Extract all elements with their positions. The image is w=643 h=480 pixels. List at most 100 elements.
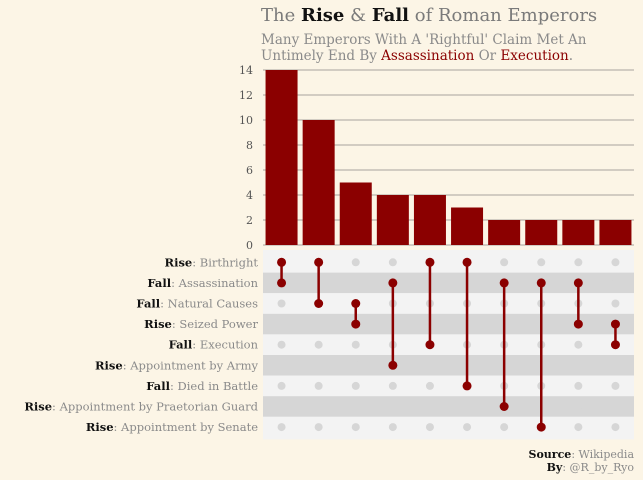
dot-inactive <box>611 423 620 432</box>
set-label: Rise: Appointment by Army <box>95 358 259 372</box>
y-tick-label: 2 <box>246 214 253 227</box>
bar <box>376 195 409 245</box>
dot-inactive <box>314 361 323 370</box>
dot-inactive <box>574 340 583 349</box>
dot-active <box>277 257 287 267</box>
dot-inactive <box>351 278 360 287</box>
y-tick-label: 8 <box>246 139 253 152</box>
set-name: : Natural Causes <box>160 297 258 311</box>
dot-inactive <box>463 402 472 411</box>
dot-inactive <box>537 258 546 267</box>
dot-inactive <box>574 423 583 432</box>
dot-active <box>462 257 472 267</box>
dot-inactive <box>611 402 620 411</box>
set-name: : Execution <box>192 338 258 352</box>
set-label: Rise: Seized Power <box>144 317 258 331</box>
set-name: : Died in Battle <box>170 379 258 393</box>
dot-inactive <box>314 340 323 349</box>
dot-inactive <box>314 402 323 411</box>
set-kind: Rise <box>165 255 193 269</box>
assassination-highlight: Assassination <box>381 48 475 64</box>
set-kind: Fall <box>147 276 171 290</box>
dot-inactive <box>314 423 323 432</box>
set-name: : Appointment by Army <box>123 358 259 372</box>
dot-active <box>610 319 620 329</box>
chart-title: The Rise & Fall of Roman Emperors <box>261 5 598 26</box>
set-name: : Birthright <box>192 255 258 269</box>
dot-inactive <box>611 381 620 390</box>
dot-inactive <box>500 423 509 432</box>
y-tick-label: 12 <box>239 89 253 102</box>
dot-inactive <box>277 361 286 370</box>
set-name: : Appointment by Praetorian Guard <box>52 400 259 414</box>
dot-inactive <box>611 258 620 267</box>
bar <box>302 120 335 245</box>
set-kind: Fall <box>136 297 160 311</box>
dot-active <box>277 278 287 288</box>
dot-inactive <box>388 423 397 432</box>
dot-inactive <box>314 381 323 390</box>
y-tick-label: 0 <box>246 239 253 252</box>
y-tick-label: 6 <box>246 164 253 177</box>
bars <box>265 70 632 245</box>
dot-inactive <box>351 423 360 432</box>
dot-inactive <box>611 361 620 370</box>
subtitle-line-1: Many Emperors With A 'Rightful' Claim Me… <box>261 32 587 48</box>
set-label: Rise: Appointment by Praetorian Guard <box>24 400 258 414</box>
dot-active <box>536 278 546 288</box>
set-kind: Rise <box>144 317 172 331</box>
set-kind: Rise <box>24 400 52 414</box>
set-kind: Rise <box>95 358 123 372</box>
dot-active <box>314 257 324 267</box>
dot-inactive <box>277 299 286 308</box>
dot-active <box>536 422 546 432</box>
set-kind: Rise <box>86 420 114 434</box>
dot-inactive <box>574 361 583 370</box>
y-tick-label: 4 <box>246 189 253 202</box>
dot-inactive <box>425 423 434 432</box>
set-label: Rise: Appointment by Senate <box>86 420 258 434</box>
bar <box>413 195 446 245</box>
bar <box>525 220 558 245</box>
bar <box>265 70 298 245</box>
dot-inactive <box>425 361 434 370</box>
bar <box>562 220 595 245</box>
dot-active <box>425 340 435 350</box>
dot-inactive <box>611 278 620 287</box>
matrix-row-band <box>263 252 634 273</box>
set-kind: Fall <box>146 379 170 393</box>
dot-inactive <box>500 258 509 267</box>
set-label: Fall: Execution <box>169 338 259 352</box>
dot-inactive <box>314 320 323 329</box>
dot-inactive <box>388 258 397 267</box>
combination-matrix <box>263 250 634 440</box>
set-kind: Fall <box>169 338 193 352</box>
dot-inactive <box>277 381 286 390</box>
y-axis: 0 2 4 6 8 10 12 14 <box>239 64 253 252</box>
dot-inactive <box>611 299 620 308</box>
dot-inactive <box>574 381 583 390</box>
dot-inactive <box>351 258 360 267</box>
set-name: : Assassination <box>171 276 258 290</box>
subtitle-line-2: Untimely End By Assassination Or Executi… <box>261 48 574 64</box>
set-label: Rise: Birthright <box>165 255 259 269</box>
dot-active <box>388 360 398 370</box>
set-label: Fall: Natural Causes <box>136 297 258 311</box>
set-label: Fall: Died in Battle <box>146 379 258 393</box>
bar <box>599 220 632 245</box>
dot-inactive <box>425 402 434 411</box>
dot-inactive <box>574 258 583 267</box>
dot-inactive <box>351 340 360 349</box>
dot-active <box>499 278 509 288</box>
dot-inactive <box>277 402 286 411</box>
dot-active <box>573 278 583 288</box>
dot-active <box>573 319 583 329</box>
dot-active <box>425 257 435 267</box>
set-name: : Appointment by Senate <box>114 420 259 434</box>
dot-active <box>351 299 361 308</box>
caption: Source: Wikipedia By: @R_by_Ryo <box>529 448 634 474</box>
execution-highlight: Execution <box>500 48 569 64</box>
y-tick-label: 10 <box>239 114 253 127</box>
dot-inactive <box>574 402 583 411</box>
